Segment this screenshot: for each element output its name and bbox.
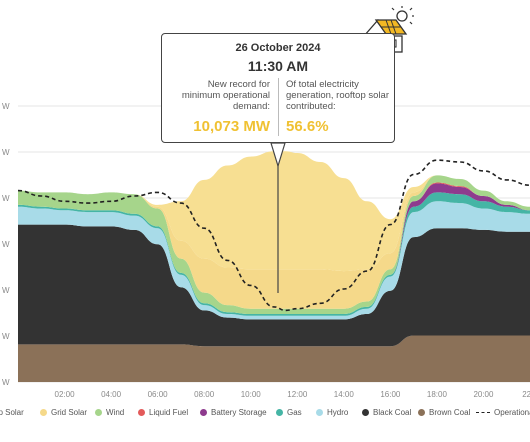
callout-time: 11:30 AM (247, 58, 309, 74)
area-hydro (18, 201, 530, 320)
x-tick-label: 08:00 (194, 390, 215, 399)
legend-item: Brown Coal (418, 408, 470, 417)
legend-item: op Solar (0, 408, 24, 417)
legend-label: Hydro (327, 408, 349, 417)
legend-dash-icon (476, 412, 490, 414)
legend-label: Liquid Fuel (149, 408, 189, 417)
legend-item: Wind (95, 408, 124, 417)
legend-item: Black Coal (362, 408, 411, 417)
legend-label: op Solar (0, 408, 24, 417)
y-tick-label: W (2, 286, 10, 295)
area-wind (18, 175, 530, 314)
legend-item: Grid Solar (40, 408, 87, 417)
legend-swatch (95, 409, 102, 417)
legend-item: Liquid Fuel (138, 408, 188, 417)
legend-swatch (138, 409, 145, 417)
legend-swatch (276, 409, 283, 417)
min-demand-stat: New record for minimum operational deman… (168, 79, 270, 135)
legend-label: Brown Coal (429, 408, 471, 417)
y-axis-ticks: W W W W W W W (2, 102, 10, 387)
legend-label: Gas (287, 408, 302, 417)
callout-divider (278, 78, 279, 136)
x-tick-label: 16:00 (380, 390, 401, 399)
legend-label: Wind (106, 408, 125, 417)
y-tick-label: W (2, 148, 10, 157)
x-tick-label: 20:00 (473, 390, 494, 399)
area-rooftop-solar (18, 151, 530, 272)
x-tick-label: 04:00 (101, 390, 122, 399)
rooftop-share-stat: Of total electricity generation, rooftop… (286, 79, 394, 135)
area-gas (18, 192, 530, 316)
area-battery-storage (18, 183, 530, 314)
record-callout: 26 October 2024 11:30 AM New record for … (161, 33, 395, 143)
y-tick-label: W (2, 378, 10, 387)
x-axis-ticks: 02:00 04:00 06:00 08:00 10:00 12:00 14:00 16:00… (55, 390, 530, 399)
y-tick-label: W (2, 332, 10, 341)
rooftop-share-value: 56.6% (286, 118, 329, 135)
legend-item: Operational (476, 408, 530, 417)
legend-swatch (316, 409, 323, 417)
stacked-areas (18, 151, 530, 382)
legend-swatch (362, 409, 369, 417)
legend-item: Gas (276, 408, 302, 417)
legend-item: Battery Storage (200, 408, 267, 417)
legend-swatch (418, 409, 425, 417)
legend-label: Operational (494, 408, 530, 417)
legend-swatch (200, 409, 207, 417)
legend-item: Hydro (316, 408, 348, 417)
rooftop-share-label: Of total electricity generation, rooftop… (286, 79, 389, 112)
area-brown-coal (18, 335, 530, 382)
callout-date: 26 October 2024 (235, 42, 321, 54)
min-demand-label: New record for minimum operational deman… (181, 79, 270, 112)
area-grid-solar (18, 175, 530, 309)
operational-demand-line (17, 159, 530, 312)
legend-swatch (40, 409, 47, 417)
legend-label: Battery Storage (211, 408, 267, 417)
x-tick-label: 22:0 (522, 390, 530, 399)
legend-label: Grid Solar (51, 408, 88, 417)
x-tick-label: 12:00 (287, 390, 308, 399)
x-tick-label: 18:00 (427, 390, 448, 399)
operational-demand-path (17, 159, 530, 312)
x-tick-label: 10:00 (241, 390, 262, 399)
chart-legend: op Solar Grid Solar Wind Liquid Fuel Battery… (0, 405, 530, 423)
y-tick-label: W (2, 194, 10, 203)
min-demand-value: 10,073 MW (193, 118, 270, 135)
area-black-coal (18, 224, 530, 347)
legend-label: Black Coal (373, 408, 412, 417)
x-tick-label: 14:00 (334, 390, 355, 399)
y-tick-label: W (2, 240, 10, 249)
x-tick-label: 06:00 (148, 390, 169, 399)
callout-pointer-arrow (270, 142, 286, 169)
x-tick-label: 02:00 (55, 390, 76, 399)
y-tick-label: W (2, 102, 10, 111)
